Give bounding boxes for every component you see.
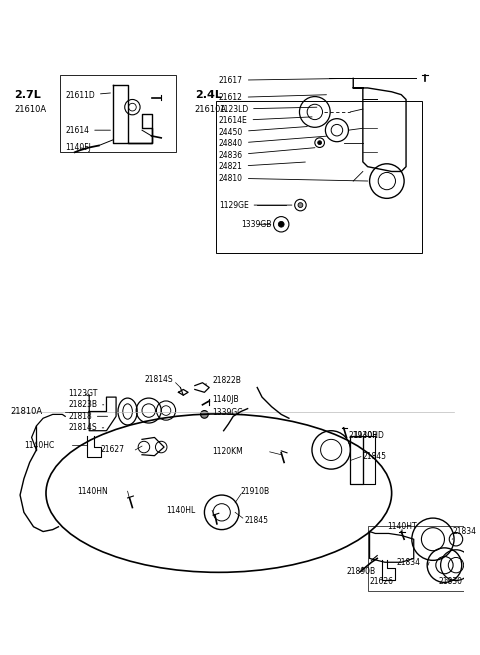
Text: 21830: 21830 bbox=[439, 577, 463, 586]
Text: 24840: 24840 bbox=[219, 136, 326, 148]
Bar bbox=[216, 102, 422, 253]
Text: 1140HL: 1140HL bbox=[166, 506, 195, 515]
Text: 1339GC: 1339GC bbox=[208, 408, 242, 417]
Text: 1140JB: 1140JB bbox=[207, 394, 239, 403]
Text: 21823B: 21823B bbox=[68, 400, 104, 409]
Circle shape bbox=[298, 202, 303, 208]
Text: 21818: 21818 bbox=[68, 412, 108, 421]
Bar bbox=[60, 75, 176, 152]
Text: 2.4L: 2.4L bbox=[195, 90, 222, 100]
Text: 24836: 24836 bbox=[219, 148, 315, 160]
Text: 21814S: 21814S bbox=[68, 423, 104, 432]
Text: 21845: 21845 bbox=[363, 452, 387, 461]
Text: 24450: 24450 bbox=[219, 126, 307, 137]
Text: 21612: 21612 bbox=[219, 93, 326, 102]
Text: 21611D: 21611D bbox=[65, 91, 110, 100]
Text: 21610A: 21610A bbox=[195, 105, 227, 113]
Circle shape bbox=[278, 221, 284, 227]
Text: 21626: 21626 bbox=[370, 577, 394, 586]
Text: 21930R: 21930R bbox=[348, 431, 378, 443]
Text: 24810: 24810 bbox=[219, 174, 368, 183]
Text: 21627: 21627 bbox=[101, 445, 125, 455]
Text: 1123GT: 1123GT bbox=[68, 389, 97, 398]
Text: 21845: 21845 bbox=[245, 515, 269, 525]
Text: 21614: 21614 bbox=[65, 126, 110, 135]
Text: 1140FJ: 1140FJ bbox=[65, 143, 91, 152]
Circle shape bbox=[318, 141, 322, 145]
Text: 1140HD: 1140HD bbox=[353, 431, 384, 440]
Bar bbox=[368, 526, 471, 591]
Text: 21890B: 21890B bbox=[347, 567, 376, 576]
Text: 1140HC: 1140HC bbox=[24, 441, 54, 449]
Text: 1140HT: 1140HT bbox=[387, 522, 417, 532]
Text: 1120KM: 1120KM bbox=[212, 447, 243, 457]
Text: 21834: 21834 bbox=[396, 558, 420, 567]
Text: 21910B: 21910B bbox=[241, 487, 270, 496]
Text: 21610A: 21610A bbox=[14, 105, 47, 113]
Circle shape bbox=[201, 411, 208, 419]
Text: 21810A: 21810A bbox=[11, 407, 43, 416]
Text: 21814S: 21814S bbox=[145, 375, 173, 384]
Text: 1123LD: 1123LD bbox=[219, 105, 317, 113]
Text: 21822B: 21822B bbox=[205, 376, 241, 385]
Text: 1129GE: 1129GE bbox=[219, 200, 292, 210]
Text: 24821: 24821 bbox=[219, 162, 305, 171]
Text: 21614E: 21614E bbox=[219, 116, 312, 125]
Text: 1339GB: 1339GB bbox=[241, 220, 271, 229]
Text: 21834: 21834 bbox=[452, 527, 476, 539]
Text: 21617: 21617 bbox=[219, 76, 350, 84]
Text: 1140HN: 1140HN bbox=[78, 487, 108, 496]
Text: 2.7L: 2.7L bbox=[14, 90, 41, 100]
